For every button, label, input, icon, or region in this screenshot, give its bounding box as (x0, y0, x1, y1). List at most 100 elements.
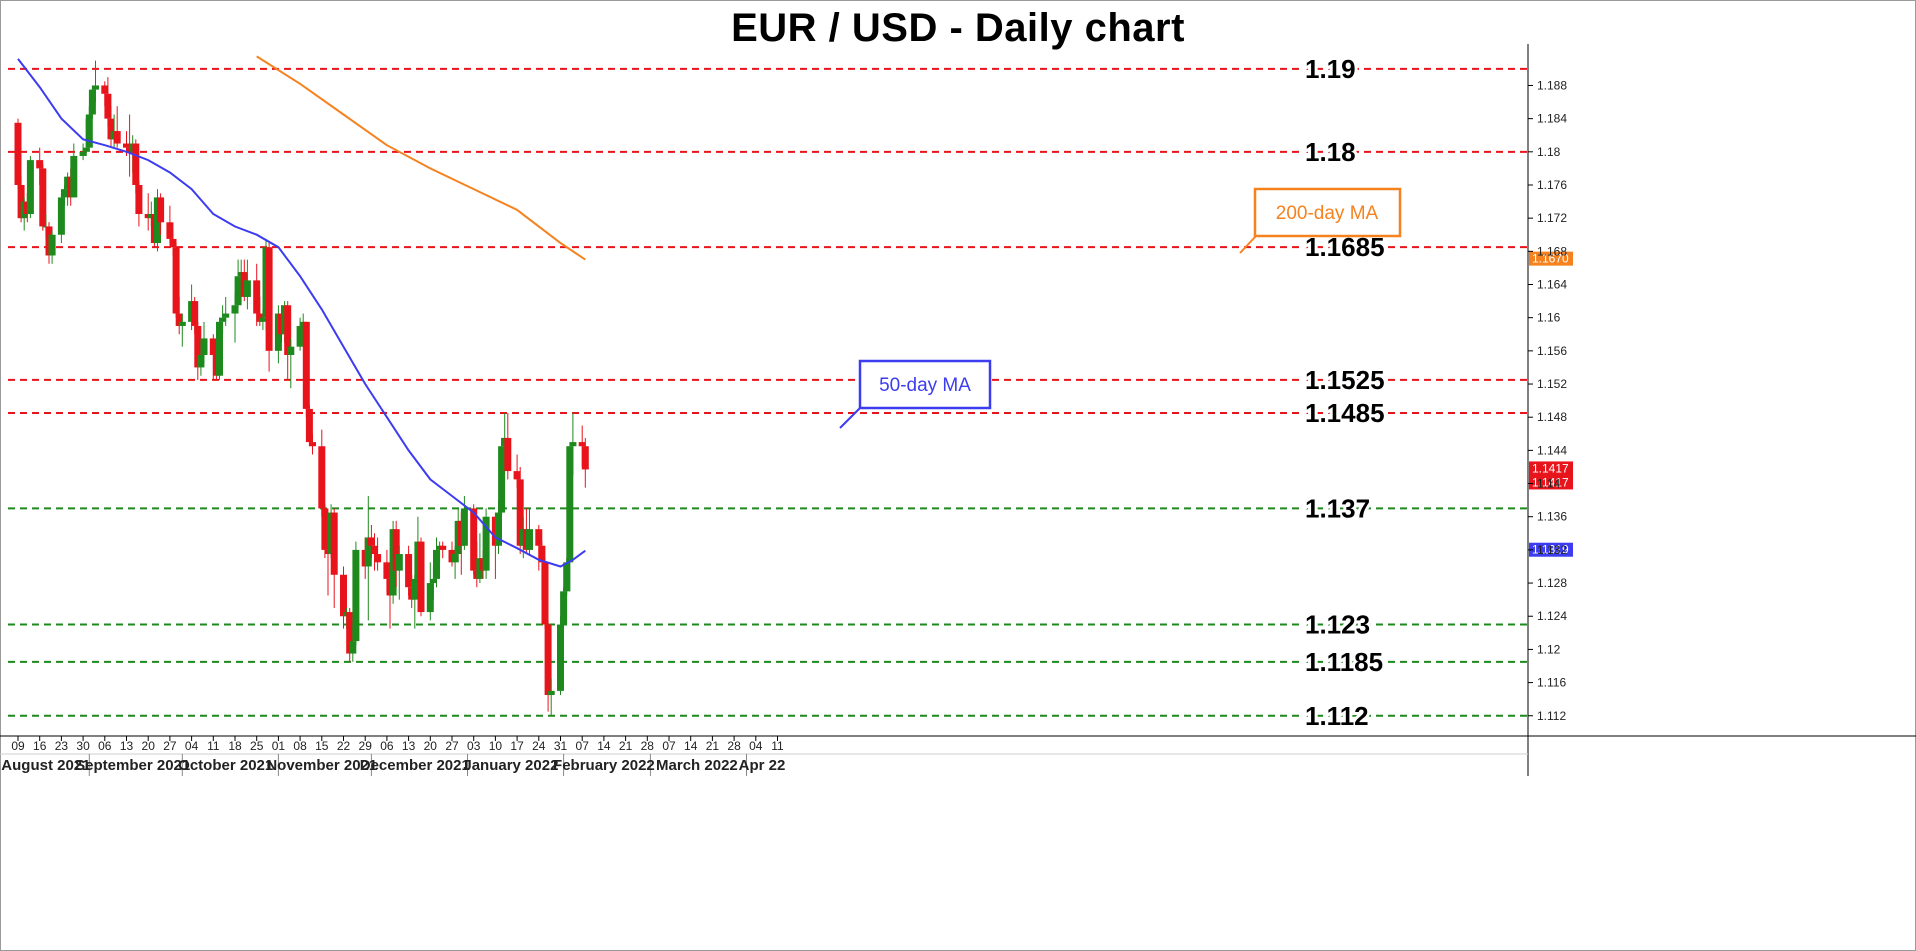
time-tick-label: 06 (98, 739, 112, 753)
price-tick-label: 1.16 (1537, 311, 1561, 325)
candle-body (513, 471, 521, 480)
candle-body (82, 147, 90, 152)
candle-body (302, 321, 310, 409)
level-label: 1.1525 (1305, 365, 1385, 395)
time-tick-label: 17 (510, 739, 524, 753)
ma-50-callout-box (858, 359, 992, 410)
ma-200-line (256, 55, 586, 261)
time-tick-label: 22 (337, 739, 351, 753)
ma-50-callout-pointer (839, 407, 861, 429)
time-tick-label: 25 (250, 739, 264, 753)
time-tick-label: 21 (706, 739, 720, 753)
candle-body (439, 545, 447, 550)
candle-body (253, 280, 261, 314)
time-tick-label: 08 (293, 739, 307, 753)
level-label: 1.123 (1305, 610, 1370, 640)
candle-body (560, 591, 568, 625)
candle-body (79, 151, 87, 156)
candle-body (346, 612, 354, 654)
time-tick-label: 13 (402, 739, 416, 753)
month-label: October 2021 (178, 757, 273, 774)
candle-body (132, 143, 140, 185)
price-tag-label: 1.1417 (1532, 461, 1569, 475)
candle-body (265, 247, 273, 351)
candle-body (166, 222, 174, 239)
time-tick-label: 06 (380, 739, 394, 753)
candle-body (460, 508, 468, 546)
candle-body (175, 313, 183, 326)
candle-body (330, 512, 338, 575)
candle-body (411, 578, 419, 600)
time-tick-label: 31 (554, 739, 568, 753)
month-label: September 2021 (75, 757, 190, 774)
price-tick-label: 1.148 (1537, 410, 1567, 424)
candle-body (305, 408, 313, 443)
time-tick-label: 03 (467, 739, 481, 753)
price-tick-label: 1.152 (1537, 377, 1567, 391)
price-tick-label: 1.176 (1537, 178, 1567, 192)
time-tick-label: 07 (576, 739, 590, 753)
price-tick-label: 1.132 (1537, 543, 1567, 557)
candle-body (470, 508, 478, 571)
candle-body (92, 85, 99, 90)
candle-body (538, 545, 546, 563)
level-label: 1.137 (1305, 493, 1370, 523)
candle-body (194, 325, 202, 368)
candle-body (222, 313, 230, 318)
candle-body (57, 197, 65, 235)
candle-body (364, 537, 372, 567)
level-label: 1.18 (1305, 137, 1356, 167)
price-axis: 1.1121.1161.121.1241.1281.1321.1361.141.… (1528, 78, 1567, 723)
price-tag (1529, 542, 1573, 557)
time-tick-label: 21 (619, 739, 633, 753)
candle-body (374, 554, 382, 563)
candle-body (526, 529, 533, 550)
month-label: Apr 22 (739, 757, 786, 774)
price-tick-label: 1.18 (1537, 145, 1561, 159)
ma-200-callout-pointer (1239, 235, 1257, 254)
candle-body (231, 305, 239, 314)
candle-body (557, 624, 564, 691)
ma-200-callout-label: 200-day MA (1276, 203, 1379, 224)
price-tag-label: 1.1417 (1532, 475, 1569, 489)
candle-body (135, 184, 143, 215)
candle-body (172, 247, 180, 314)
candle-body (123, 143, 130, 148)
time-axis: 09 16 23 30 06 13 20 27 04 11 18 25 01 08 15 22 29 06 13 20… (1, 736, 785, 776)
time-tick-label: 18 (228, 739, 242, 753)
time-tick-label: 11 (207, 739, 220, 753)
price-tick-label: 1.168 (1537, 244, 1567, 258)
candle-body (296, 325, 304, 347)
candle-body (219, 317, 227, 322)
candle-body (367, 537, 375, 546)
time-tick-label: 28 (727, 739, 741, 753)
price-tag (1529, 461, 1573, 490)
candle-body (349, 641, 357, 654)
candle-body (287, 346, 295, 355)
month-label: December 2021 (360, 757, 470, 774)
month-label: November 2021 (266, 757, 377, 774)
price-tick-label: 1.156 (1537, 344, 1567, 358)
time-tick-label: 27 (163, 739, 177, 753)
price-tick-label: 1.112 (1537, 709, 1566, 723)
candle-body (516, 479, 524, 546)
price-tick-label: 1.136 (1537, 510, 1567, 524)
level-label: 1.19 (1305, 54, 1356, 84)
candle-body (563, 562, 571, 592)
candle-body (234, 276, 242, 306)
price-tag-label: 1.1319 (1532, 543, 1569, 557)
level-label: 1.1185 (1305, 647, 1383, 677)
candle-body (569, 442, 577, 447)
candle-body (197, 354, 205, 368)
candle-body (581, 446, 589, 470)
candle-body (426, 583, 434, 613)
candle-body (113, 131, 121, 144)
candle-body (284, 305, 292, 355)
time-tick-label: 14 (597, 739, 611, 753)
candle-body (495, 512, 502, 546)
candle-body (48, 234, 56, 256)
candle-body (544, 624, 552, 696)
candle-body (433, 549, 440, 579)
